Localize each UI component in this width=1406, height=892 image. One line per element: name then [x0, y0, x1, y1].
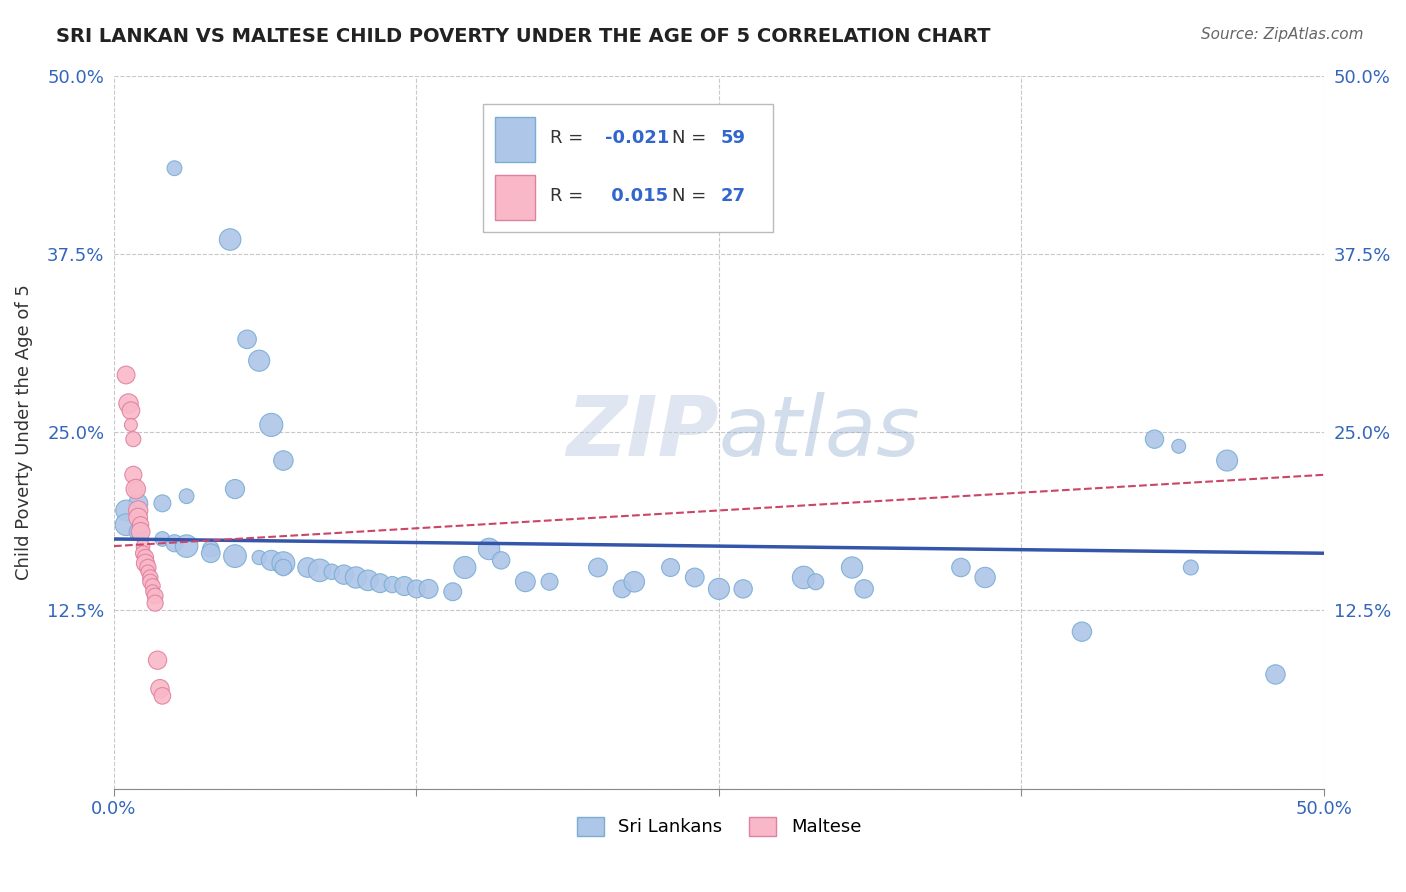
Text: ZIP: ZIP [567, 392, 718, 473]
Point [515, 574, 537, 589]
Point [804, 574, 827, 589]
Point [405, 582, 427, 596]
Point [273, 560, 295, 574]
Point [1071, 624, 1094, 639]
Point [368, 576, 391, 591]
Point [134, 556, 156, 570]
Point [127, 503, 149, 517]
Point [297, 560, 319, 574]
Point [333, 567, 356, 582]
Point [134, 550, 156, 565]
Point [623, 574, 645, 589]
Point [139, 570, 162, 584]
Point [115, 503, 138, 517]
Point [176, 489, 198, 503]
Point [129, 517, 152, 532]
Point [853, 582, 876, 596]
Point [115, 368, 138, 382]
Point [143, 589, 166, 603]
Point [163, 536, 186, 550]
Point [146, 653, 169, 667]
Point [974, 570, 997, 584]
Point [117, 396, 139, 410]
Point [707, 582, 730, 596]
Point [125, 482, 148, 496]
Point [139, 574, 162, 589]
Point [478, 541, 501, 556]
Point [1264, 667, 1286, 681]
Point [538, 574, 561, 589]
Point [659, 560, 682, 574]
Point [176, 539, 198, 553]
Point [129, 524, 152, 539]
Point [149, 681, 172, 696]
Point [273, 453, 295, 467]
Point [143, 596, 166, 610]
Point [394, 579, 416, 593]
Point [200, 546, 222, 560]
Point [610, 582, 633, 596]
Point [1143, 432, 1166, 446]
Point [136, 565, 159, 579]
Legend: Sri Lankans, Maltese: Sri Lankans, Maltese [569, 810, 869, 844]
Point [120, 417, 142, 432]
Point [150, 532, 173, 546]
Point [260, 553, 283, 567]
Point [122, 467, 145, 482]
Point [489, 553, 512, 567]
Point [127, 510, 149, 524]
Point [793, 570, 815, 584]
Point [150, 689, 173, 703]
Y-axis label: Child Poverty Under the Age of 5: Child Poverty Under the Age of 5 [15, 284, 32, 580]
Point [150, 496, 173, 510]
Point [418, 582, 440, 596]
Point [344, 570, 367, 584]
Point [247, 550, 270, 565]
Point [136, 560, 159, 574]
Point [586, 560, 609, 574]
Point [949, 560, 972, 574]
Point [260, 417, 283, 432]
Point [132, 539, 155, 553]
Point [127, 524, 149, 539]
Point [142, 579, 165, 593]
Point [683, 570, 706, 584]
Text: Source: ZipAtlas.com: Source: ZipAtlas.com [1201, 27, 1364, 42]
Point [273, 556, 295, 570]
Point [122, 432, 145, 446]
Text: SRI LANKAN VS MALTESE CHILD POVERTY UNDER THE AGE OF 5 CORRELATION CHART: SRI LANKAN VS MALTESE CHILD POVERTY UNDE… [56, 27, 991, 45]
Point [132, 546, 155, 560]
Point [1216, 453, 1239, 467]
Point [224, 482, 246, 496]
Point [200, 541, 222, 556]
Point [236, 332, 259, 346]
Point [454, 560, 477, 574]
Point [163, 161, 186, 176]
Point [219, 233, 242, 247]
Point [381, 577, 404, 591]
Point [142, 584, 165, 599]
Point [1167, 439, 1189, 453]
Point [125, 482, 148, 496]
Point [224, 549, 246, 563]
Text: atlas: atlas [718, 392, 921, 473]
Point [308, 563, 330, 577]
Point [441, 584, 464, 599]
Point [321, 565, 343, 579]
Point [247, 353, 270, 368]
Point [120, 403, 142, 417]
Point [841, 560, 863, 574]
Point [357, 574, 380, 588]
Point [127, 496, 149, 510]
Point [115, 517, 138, 532]
Point [733, 582, 755, 596]
Point [1180, 560, 1202, 574]
